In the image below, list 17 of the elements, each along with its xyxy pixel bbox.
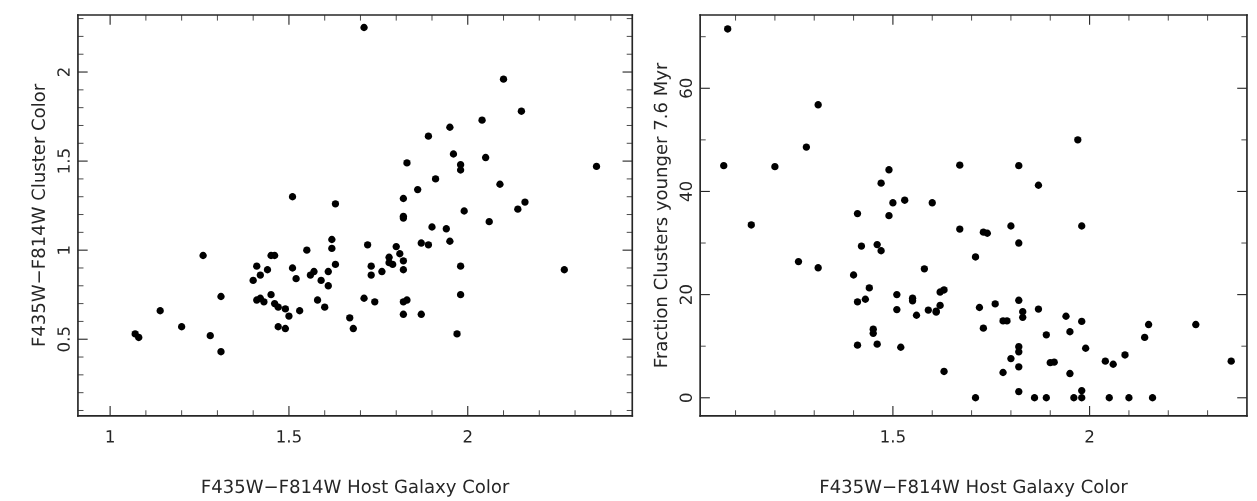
y-tick-label: 0 (679, 393, 693, 402)
y-tick-label: 20 (679, 285, 693, 304)
x-axis-title: F435W−F814W Host Galaxy Color (821, 479, 1128, 497)
y-tick-label: 1 (57, 246, 70, 254)
y-tick-label: 40 (679, 181, 693, 202)
x-axis-title: F435W−F814W Host Galaxy Color (202, 479, 510, 497)
x-tick-label: 2 (463, 430, 472, 443)
y-tick-label: 2 (57, 68, 70, 77)
y-axis-title: F435W−F814W Cluster Color (31, 83, 46, 346)
y-tick-label: 0.5 (57, 327, 70, 352)
y-tick-label: 1.5 (57, 149, 70, 173)
y-axis-title: Fraction Clusters younger 7.6 Myr (653, 62, 671, 367)
x-tick-label: 1.5 (881, 430, 905, 443)
y-tick-label: 60 (679, 78, 693, 98)
x-tick-label: 2 (1085, 430, 1094, 443)
x-tick-label: 1 (106, 430, 114, 443)
x-tick-label: 1.5 (277, 430, 301, 443)
